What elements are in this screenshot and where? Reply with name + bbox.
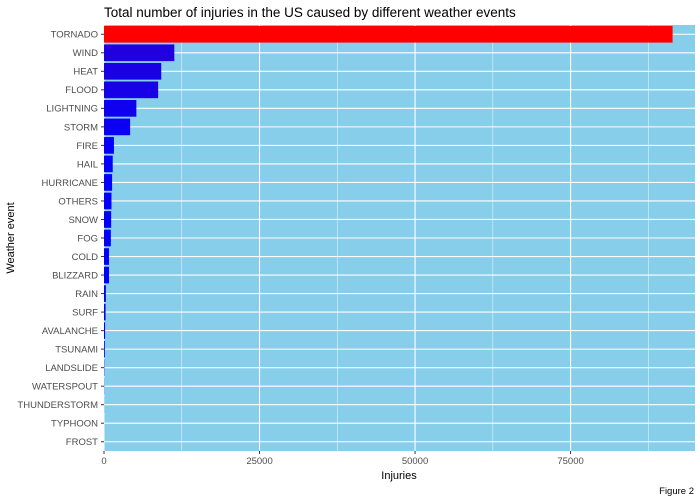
y-tick-label: HEAT bbox=[73, 67, 98, 78]
y-tick-label: BLIZZARD bbox=[52, 270, 98, 281]
x-tick-label: 0 bbox=[101, 456, 106, 467]
y-axis-title: Weather event bbox=[5, 202, 17, 273]
figure-caption: Figure 2 bbox=[659, 486, 694, 497]
x-tick-label: 50000 bbox=[402, 456, 428, 467]
bar-hail bbox=[104, 155, 113, 173]
y-tick-label: WATERSPOUT bbox=[32, 382, 98, 393]
y-tick-label: THUNDERSTORM bbox=[17, 400, 98, 411]
y-tick-label: SURF bbox=[72, 307, 98, 318]
bar-tornado bbox=[104, 25, 673, 43]
bar-heat bbox=[104, 62, 162, 80]
bar-tsunami bbox=[104, 340, 105, 358]
bar-fire bbox=[104, 137, 114, 154]
y-tick-label: HAIL bbox=[77, 159, 98, 170]
bar-storm bbox=[104, 118, 131, 136]
y-tick-label: SNOW bbox=[68, 215, 98, 226]
bar-blizzard bbox=[104, 266, 109, 284]
y-tick-label: FLOOD bbox=[65, 85, 98, 96]
y-tick-label: FIRE bbox=[76, 141, 98, 152]
y-tick-label: STORM bbox=[64, 122, 98, 133]
y-tick-label: TORNADO bbox=[51, 30, 98, 41]
x-axis: 0 25000 50000 75000 bbox=[101, 451, 584, 467]
bar-avalanche bbox=[104, 322, 106, 339]
y-tick-label: TYPHOON bbox=[51, 419, 98, 430]
y-tick-label: OTHERS bbox=[58, 196, 98, 207]
y-tick-label: AVALANCHE bbox=[42, 326, 98, 337]
y-tick-label: FOG bbox=[77, 233, 98, 244]
y-tick-label: LANDSLIDE bbox=[45, 363, 98, 374]
y-tick-label: HURRICANE bbox=[42, 178, 98, 189]
y-tick-label: FROST bbox=[66, 437, 98, 448]
bar-cold bbox=[104, 248, 109, 265]
y-axis: TORNADO WIND HEAT FLOOD LIGHTNING STORM FIRE HA… bbox=[17, 30, 104, 448]
x-axis-title: Injuries bbox=[381, 470, 417, 482]
bar-flood bbox=[104, 81, 159, 99]
y-tick-label: COLD bbox=[72, 252, 99, 263]
bar-hurricane bbox=[104, 174, 113, 191]
bars-layer bbox=[104, 25, 673, 451]
bar-fog bbox=[104, 229, 111, 247]
bar-wind bbox=[104, 44, 175, 62]
y-tick-label: RAIN bbox=[75, 289, 98, 300]
x-tick-label: 75000 bbox=[557, 456, 583, 467]
bar-rain bbox=[104, 285, 106, 302]
bar-others bbox=[104, 192, 112, 210]
x-tick-label: 25000 bbox=[246, 456, 272, 467]
y-tick-label: WIND bbox=[73, 48, 98, 59]
chart-title: Total number of injuries in the US cause… bbox=[104, 5, 516, 20]
bar-lightning bbox=[104, 100, 137, 117]
y-tick-label: TSUNAMI bbox=[55, 345, 98, 356]
bar-snow bbox=[104, 211, 112, 228]
bar-surf bbox=[104, 303, 106, 321]
y-tick-label: LIGHTNING bbox=[46, 104, 98, 115]
